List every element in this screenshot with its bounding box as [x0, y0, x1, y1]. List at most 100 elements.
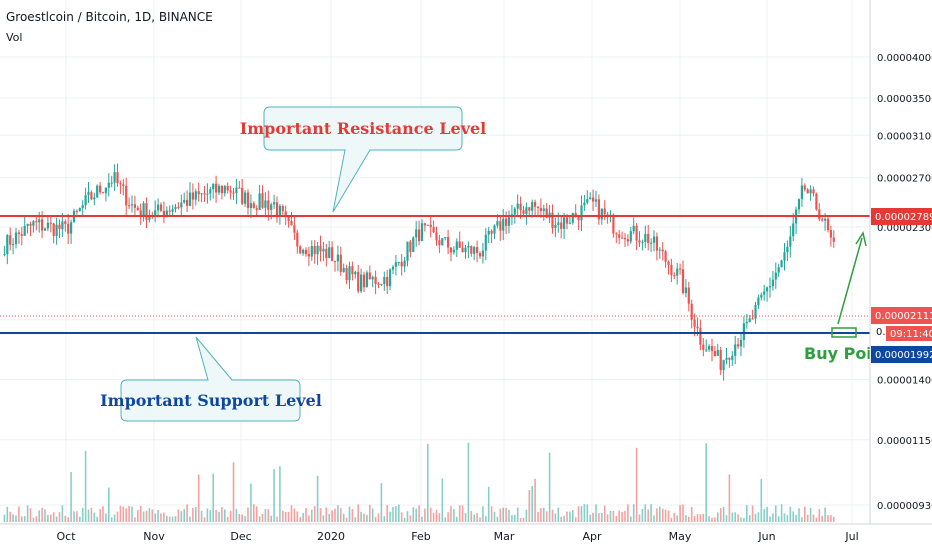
- candle: [313, 240, 316, 264]
- volume-bar: [830, 515, 832, 522]
- candle: [629, 227, 632, 244]
- volume-bar: [743, 517, 745, 522]
- arrowhead-icon: [855, 231, 867, 247]
- support-price-tag-text: 0.00001992: [875, 350, 932, 361]
- last-price-tag-bg: [871, 307, 932, 324]
- volume-bar: [748, 515, 751, 522]
- candle: [96, 184, 99, 199]
- volume-bar: [154, 513, 156, 522]
- candle-body: [374, 276, 377, 284]
- candle: [821, 217, 824, 222]
- volume-bar: [229, 510, 232, 522]
- candle-body: [783, 252, 786, 261]
- candle: [17, 230, 20, 244]
- candle: [357, 264, 360, 294]
- candle: [716, 343, 719, 356]
- volume-bar: [534, 478, 536, 522]
- candle: [592, 189, 595, 211]
- volume-bar: [827, 515, 829, 522]
- candle-body: [574, 213, 577, 216]
- candle: [157, 198, 160, 218]
- volume-bar: [128, 505, 130, 522]
- candle: [174, 203, 177, 213]
- candle: [522, 205, 525, 216]
- volume-bar: [603, 505, 606, 522]
- candle-body: [832, 237, 835, 242]
- candle-body: [815, 193, 818, 210]
- candle-body: [212, 183, 215, 190]
- candle: [435, 226, 438, 246]
- volume-bar: [377, 513, 380, 522]
- candle: [777, 263, 780, 278]
- volume-bar: [284, 511, 287, 522]
- volume-bar: [258, 516, 261, 522]
- candle: [748, 314, 751, 323]
- candle: [455, 238, 458, 257]
- candle-body: [661, 249, 664, 252]
- candle: [594, 190, 598, 207]
- candle-body: [565, 217, 569, 224]
- candle-body: [505, 218, 508, 226]
- candle-body: [592, 197, 595, 202]
- candle-body: [641, 241, 644, 243]
- candle: [673, 272, 676, 280]
- buy-point-annotation[interactable]: Buy Point: [804, 231, 891, 363]
- volume-bar: [485, 516, 487, 522]
- support-callout[interactable]: Important Support Level: [100, 336, 322, 422]
- candle-body: [606, 214, 609, 216]
- candle-body: [64, 221, 67, 224]
- candle: [661, 242, 664, 261]
- candle-body: [273, 202, 276, 205]
- candle: [90, 190, 93, 201]
- volume-bar: [363, 513, 365, 522]
- candle-body: [676, 268, 679, 276]
- candle-body: [664, 251, 667, 262]
- volume-bar: [777, 516, 780, 522]
- volume-bar: [142, 511, 145, 522]
- candle: [676, 263, 679, 285]
- volume-bar: [821, 515, 823, 522]
- volume-bar: [18, 506, 20, 522]
- volume-bar: [299, 517, 301, 522]
- candle: [632, 217, 635, 235]
- candle: [133, 195, 136, 217]
- volume-bar: [235, 508, 238, 522]
- candle-body: [400, 261, 403, 267]
- candle: [81, 200, 84, 217]
- candle-body: [496, 221, 499, 226]
- time-axis[interactable]: Oct Nov Dec 2020 Feb Mar Apr May Jun Jul: [56, 530, 858, 543]
- candle-body: [563, 217, 566, 229]
- candle-body: [534, 202, 537, 207]
- candle-body: [821, 219, 824, 221]
- candle-body: [339, 254, 342, 272]
- candle: [728, 357, 731, 368]
- volume-bar: [247, 507, 249, 522]
- candle-body: [539, 207, 542, 212]
- candle-body: [406, 241, 409, 261]
- candle: [534, 199, 537, 216]
- candle-body: [461, 247, 464, 253]
- candle-body: [186, 199, 189, 206]
- candle-body: [101, 192, 105, 194]
- candle-body: [734, 344, 737, 356]
- candle-body: [522, 210, 525, 214]
- volume-bar: [145, 510, 148, 522]
- countdown-tag-text: 09:11:40: [890, 329, 932, 340]
- volume-bar: [261, 513, 264, 522]
- candle-body: [128, 205, 131, 207]
- volume-bar: [316, 475, 319, 522]
- volume-bar: [653, 515, 655, 522]
- candle-body: [824, 218, 827, 221]
- candle: [177, 202, 180, 210]
- candle: [818, 203, 821, 222]
- volume-bar: [105, 513, 107, 522]
- volume-bar: [769, 516, 771, 522]
- candle: [180, 194, 183, 216]
- candle-body: [525, 207, 528, 214]
- volume-bar: [366, 514, 368, 522]
- resistance-callout[interactable]: Important Resistance Level: [240, 106, 487, 213]
- candle-body: [809, 189, 812, 194]
- volume-bar: [41, 507, 43, 522]
- volume-bar: [3, 514, 6, 522]
